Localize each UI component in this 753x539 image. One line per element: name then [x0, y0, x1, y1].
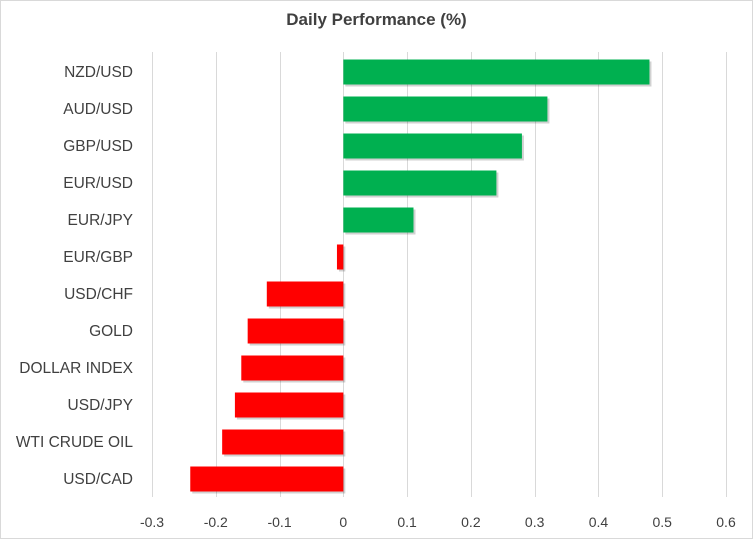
bar-eur-jpy — [343, 207, 414, 233]
x-tick-label: 0.4 — [589, 514, 609, 530]
bar-eur-usd — [343, 170, 497, 196]
bar-wti-crude-oil — [222, 429, 344, 455]
category-label: WTI CRUDE OIL — [16, 434, 133, 451]
x-tick-label: 0 — [339, 514, 347, 530]
category-label: GOLD — [89, 323, 133, 340]
bar-gbp-usd — [343, 133, 522, 159]
category-label: EUR/GBP — [63, 249, 133, 266]
category-label: GBP/USD — [63, 138, 133, 155]
bar-aud-usd — [343, 96, 548, 122]
x-tick-label: 0.5 — [652, 514, 672, 530]
bar-usd-chf — [266, 281, 344, 307]
category-label: EUR/JPY — [68, 212, 133, 229]
x-tick-label: -0.2 — [204, 514, 228, 530]
x-tick-label: 0.3 — [525, 514, 545, 530]
x-tick-label: -0.1 — [267, 514, 291, 530]
x-tick-label: 0.2 — [461, 514, 481, 530]
category-label: AUD/USD — [63, 101, 133, 118]
bar-nzd-usd — [343, 59, 650, 85]
category-label: USD/CHF — [64, 286, 133, 303]
x-tick-labels: -0.3 -0.2 -0.1 0 0.1 0.2 0.3 0.4 0.5 0.6 — [140, 514, 736, 530]
x-tick-label: 0.6 — [716, 514, 736, 530]
category-label: DOLLAR INDEX — [19, 360, 133, 377]
grid-lines — [152, 52, 727, 497]
bar-usd-cad — [190, 466, 344, 492]
x-tick-label: -0.3 — [140, 514, 164, 530]
bar-dollar-index — [241, 355, 344, 381]
x-tick-label: 0.1 — [397, 514, 417, 530]
bar-eur-gbp — [336, 244, 344, 270]
category-label: USD/JPY — [68, 397, 133, 414]
bar-usd-jpy — [234, 392, 344, 418]
category-label: NZD/USD — [64, 64, 133, 81]
category-labels: NZD/USD AUD/USD GBP/USD EUR/USD EUR/JPY EUR/G… — [16, 64, 134, 488]
bar-gold — [247, 318, 344, 344]
bars — [190, 59, 652, 494]
chart-title: Daily Performance (%) — [286, 10, 467, 29]
category-label: USD/CAD — [63, 471, 133, 488]
category-label: EUR/USD — [63, 175, 133, 192]
